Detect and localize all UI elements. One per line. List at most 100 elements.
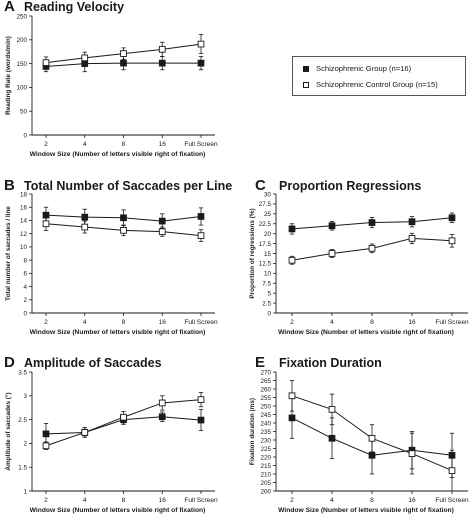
series-open-point [42, 59, 50, 66]
x-tick-label: 2 [44, 497, 48, 504]
series-filled-point [197, 213, 205, 220]
series-filled-point [328, 434, 336, 442]
series-filled-point [288, 414, 296, 422]
y-tick-label: 250 [260, 403, 271, 410]
y-tick-label: 2.5 [262, 300, 271, 307]
y-tick-label: 200 [260, 488, 271, 495]
x-tick-label: 4 [83, 497, 87, 504]
series-open-point [120, 50, 127, 57]
series-open-point [368, 434, 376, 442]
x-tick-label: Full Screen [184, 141, 218, 148]
y-tick-label: 10 [264, 271, 272, 278]
series-open-point [158, 228, 166, 236]
y-tick-label: 265 [260, 378, 271, 385]
x-tick-label: 16 [159, 319, 167, 326]
x-tick-label: Full Screen [435, 497, 469, 504]
panel-letter-a: A [4, 0, 15, 15]
x-tick-label: 8 [370, 319, 374, 326]
y-axis-title: Proportion of regressions (%) [249, 208, 256, 298]
chart-panel-e: 2002052102152202252302352402452502552602… [249, 369, 469, 514]
series-filled-point [448, 214, 456, 222]
y-tick-label: 18 [20, 191, 28, 198]
x-tick-label: 2 [44, 141, 48, 148]
x-tick-label: 4 [83, 141, 87, 148]
series-filled-point [408, 218, 416, 226]
y-tick-label: 270 [260, 369, 271, 376]
panel-title-d: Amplitude of Saccades [24, 356, 162, 370]
panel-letter-c: C [255, 177, 266, 194]
y-tick-label: 210 [260, 471, 271, 478]
y-tick-label: 240 [260, 420, 271, 427]
y-tick-label: 2.5 [18, 417, 27, 424]
y-tick-label: 2 [23, 297, 27, 304]
panel-title-b: Total Number of Saccades per Line [24, 179, 233, 193]
y-tick-label: 0 [23, 310, 27, 317]
y-tick-label: 225 [260, 446, 271, 453]
chart-panel-d: 1 1.5 2 2.5 3 3.5 2 4 8 16 Full Screen Window Size … [4, 369, 218, 514]
y-tick-label: 200 [16, 37, 27, 44]
series-open-point [120, 227, 127, 234]
x-tick-label: 8 [122, 141, 126, 148]
y-tick-label: 20 [264, 231, 272, 238]
legend-entry-open: Schizophrenic Control Group (n=15) [303, 80, 438, 89]
x-axis-title: Window Size (Number of letters visible r… [278, 329, 454, 336]
series-filled-point [120, 214, 127, 222]
series-open-point [197, 40, 205, 48]
y-tick-label: 50 [20, 109, 28, 116]
x-tick-label: 16 [159, 497, 167, 504]
series-filled-point [197, 59, 205, 67]
y-tick-label: 1 [23, 488, 27, 495]
y-tick-label: 5 [267, 290, 271, 297]
series-filled-point [120, 59, 127, 67]
legend-label-filled: Schizophrenic Group (n=16) [316, 64, 412, 73]
y-tick-label: 100 [16, 85, 27, 92]
panel-title-c: Proportion Regressions [279, 179, 422, 193]
y-tick-label: 22.5 [259, 221, 272, 228]
y-tick-label: 2 [23, 441, 27, 448]
open-square-icon [303, 81, 309, 88]
y-tick-label: 4 [23, 284, 27, 291]
y-tick-label: 150 [16, 61, 27, 68]
y-axis-title: Amplitude of saccades (°) [4, 392, 12, 470]
series-open-point [81, 223, 89, 231]
series-open-point [120, 413, 127, 421]
series-filled-point [197, 416, 205, 424]
series-open-point [158, 399, 166, 407]
series-filled-point [158, 59, 166, 67]
y-axis-title: Reading Rate (words/min) [5, 36, 12, 115]
series-open-point [328, 406, 336, 413]
panel-letter-b: B [4, 177, 15, 194]
y-tick-label: 25 [264, 211, 272, 218]
x-tick-label: 16 [408, 319, 416, 326]
y-tick-label: 14 [20, 218, 28, 225]
series-open-point [288, 392, 296, 400]
y-tick-label: 3.5 [18, 369, 27, 376]
series-open-point [42, 220, 50, 228]
series-open-point [288, 256, 296, 264]
x-tick-label: Full Screen [184, 497, 218, 504]
panel-title-e: Fixation Duration [279, 356, 382, 370]
y-tick-label: 0 [23, 132, 27, 139]
x-tick-label: 4 [330, 319, 334, 326]
chart-panel-a: 0 50 100 150 200 250 2 4 8 16 Full Screen Window Si… [5, 13, 218, 158]
y-tick-label: 8 [23, 257, 27, 264]
y-tick-label: 235 [260, 429, 271, 436]
series-filled-point [42, 430, 50, 438]
x-tick-label: Full Screen [435, 319, 469, 326]
panel-letter-d: D [4, 354, 15, 371]
y-tick-label: 16 [20, 205, 28, 212]
panel-title-a: Reading Velocity [24, 0, 125, 14]
y-tick-label: 220 [260, 454, 271, 461]
series-filled-point [368, 219, 376, 226]
series-filled-point [158, 413, 166, 421]
y-tick-label: 245 [260, 412, 271, 419]
x-tick-label: 16 [159, 141, 167, 148]
x-axis-title: Window Size (Number of letters visible r… [278, 507, 454, 514]
series-open-point [81, 54, 89, 62]
y-tick-label: 17.5 [259, 241, 272, 248]
y-tick-label: 260 [260, 386, 271, 393]
series-open-point [81, 429, 89, 436]
series-open-point [448, 237, 456, 245]
x-tick-label: 2 [290, 497, 294, 504]
y-tick-label: 215 [260, 463, 271, 470]
